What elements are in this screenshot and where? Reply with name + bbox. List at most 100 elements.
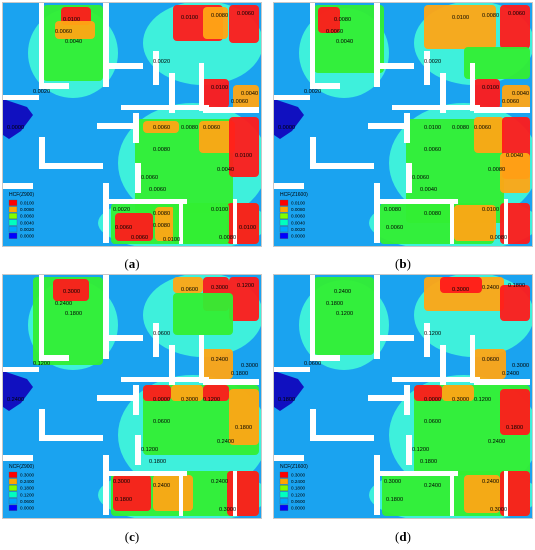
orange-zone: [474, 117, 504, 153]
contour-label: 0.0080: [153, 147, 170, 153]
wall: [374, 455, 380, 515]
wall: [133, 113, 139, 143]
caption-c: (c): [124, 529, 140, 544]
contour-label: 0.3000: [219, 507, 236, 513]
contour-label: 0.0040: [506, 153, 523, 159]
legend-swatch: [8, 485, 18, 491]
contour-label: 0.0080: [452, 125, 469, 131]
legend-swatch: [279, 226, 289, 233]
orange-zone: [233, 85, 259, 111]
wall: [440, 345, 446, 385]
contour-label: 0.0040: [420, 187, 437, 193]
source-region: [3, 99, 33, 139]
wall: [39, 163, 103, 169]
legend-value: 0.1200: [20, 492, 34, 497]
wall: [179, 471, 183, 516]
wall: [310, 409, 316, 439]
legend-value: 0.0600: [20, 499, 34, 504]
red-zone: [53, 279, 89, 301]
red-zone: [229, 117, 259, 177]
source-region: [274, 99, 304, 139]
legend-value: 0.0100: [291, 201, 305, 206]
legend-value: 0.0060: [20, 214, 34, 219]
contour-label: 0.0080: [153, 211, 170, 217]
contour-label: 0.0600: [181, 287, 198, 293]
contour-label: 0.0040: [512, 91, 529, 97]
legend-swatch: [8, 199, 18, 206]
legend-swatch: [279, 504, 289, 511]
contour-label: 0.0080: [482, 13, 499, 19]
wall: [121, 377, 209, 382]
wall: [233, 471, 237, 516]
contour-label: 0.1800: [65, 311, 82, 317]
wall: [378, 199, 458, 204]
legend-swatch: [279, 213, 289, 219]
legend-value: 0.0060: [291, 214, 305, 219]
wall: [107, 471, 187, 476]
legend-swatch: [8, 471, 18, 478]
legend-value: 0.2400: [20, 479, 34, 484]
legend-value: 0.1200: [291, 492, 305, 497]
legend-swatch: [8, 213, 18, 219]
wall: [103, 63, 143, 69]
wall: [470, 63, 475, 111]
orange-zone: [143, 121, 179, 133]
red-zone: [115, 213, 153, 241]
contour-label: 0.1800: [278, 397, 295, 403]
contour-label: 0.0100: [452, 15, 469, 21]
wall: [374, 63, 414, 69]
contour-label: 0.0100: [163, 237, 180, 243]
contour-label: 0.0060: [424, 147, 441, 153]
wall: [374, 275, 380, 359]
wall: [368, 123, 408, 129]
wall: [203, 379, 259, 385]
orange-zone: [173, 277, 203, 293]
legend-swatch: [279, 206, 289, 213]
contour-label: 0.0000: [278, 125, 295, 131]
red-zone: [229, 277, 259, 321]
legend-title: NCF(Z900): [9, 464, 34, 470]
wall: [39, 409, 45, 439]
contour-label: 0.1800: [115, 497, 132, 503]
red-zone: [500, 285, 530, 321]
legend-swatch: [8, 491, 18, 498]
contour-map-c: NCF(Z900) 0.3000 0.2400 0.1800 0.1200 0.0600 0…: [3, 275, 261, 518]
orange-zone: [442, 385, 474, 401]
contour-label: 0.3000: [384, 479, 401, 485]
legend-value: 0.0000: [291, 234, 305, 239]
contour-label: 0.2400: [217, 439, 234, 445]
red-zone: [500, 389, 530, 435]
wall: [107, 199, 187, 204]
contour-label: 0.0000: [424, 397, 441, 403]
contour-label: 0.0100: [482, 207, 499, 213]
contour-label: 0.0060: [502, 99, 519, 105]
contour-label: 0.0040: [217, 167, 234, 173]
contour-label: 0.2400: [502, 371, 519, 377]
contour-label: 0.3000: [512, 363, 529, 369]
wall: [103, 335, 143, 341]
wall: [39, 355, 69, 361]
legend-swatch: [8, 498, 18, 505]
legend-value: 0.1800: [291, 486, 305, 491]
contour-label: 0.1200: [141, 447, 158, 453]
contour-label: 0.0020: [33, 89, 50, 95]
legend-title: NCF(Z1600): [280, 464, 308, 470]
legend-value: 0.0000: [20, 506, 34, 511]
legend-value: 0.0000: [291, 506, 305, 511]
contour-label: 0.0080: [424, 211, 441, 217]
contour-label: 0.2400: [482, 285, 499, 291]
contour-label: 0.0080: [384, 207, 401, 213]
contour-label: 0.3000: [211, 285, 228, 291]
contour-label: 0.0060: [231, 99, 248, 105]
contour-label: 0.1800: [386, 497, 403, 503]
wall: [39, 275, 44, 355]
wall: [3, 455, 33, 461]
contour-label: 0.0060: [326, 29, 343, 35]
contour-label: 0.0080: [334, 17, 351, 23]
wall: [404, 113, 410, 143]
red-zone: [440, 277, 482, 293]
red-zone: [113, 475, 151, 511]
contour-label: 0.1800: [231, 371, 248, 377]
contour-label: 0.3000: [241, 363, 258, 369]
